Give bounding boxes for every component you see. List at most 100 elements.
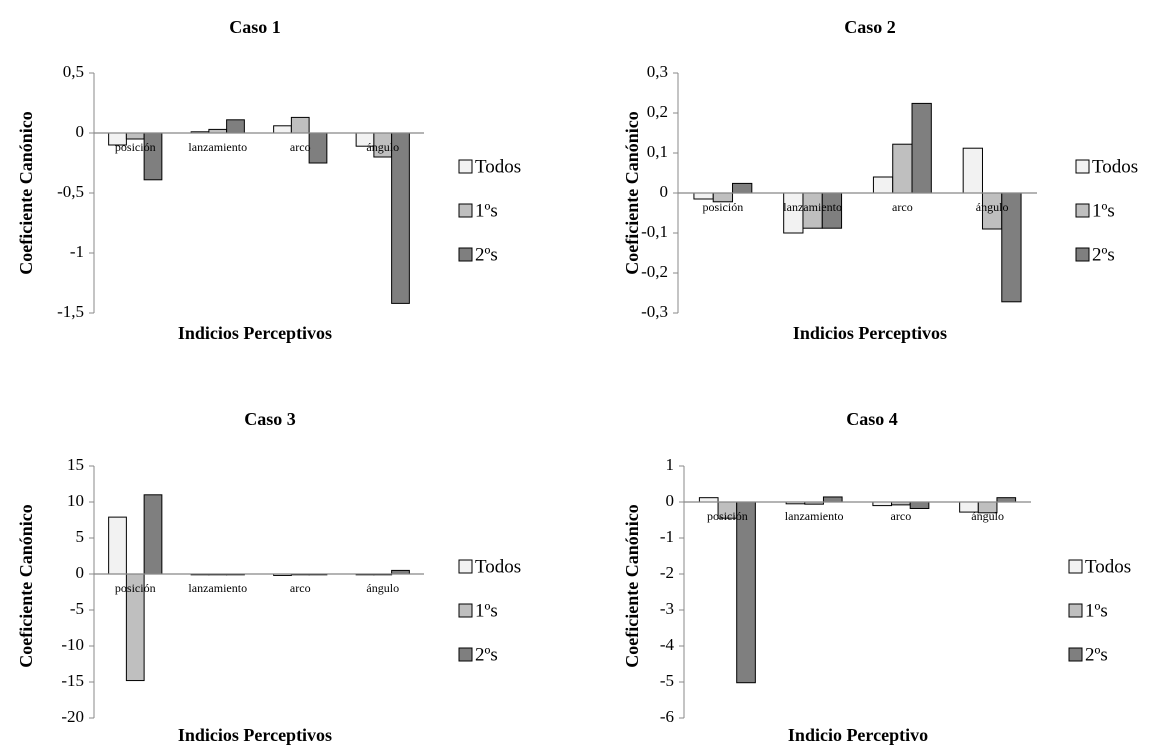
bar-posición-2ºs	[143, 494, 163, 575]
bar-arco-2ºs	[911, 102, 932, 194]
chart-panel-2: Caso 2 Coeficiente Canónico Indicios Perce…	[622, 17, 1138, 343]
chart-panel-1: Caso 1 Coeficiente Canónico Indicios Perce…	[16, 17, 521, 343]
category-label: arco	[891, 509, 912, 523]
y-tick-label: -1,5	[57, 302, 84, 321]
chart-title: Caso 2	[844, 17, 896, 37]
y-tick-label: -5	[70, 599, 84, 618]
legend-label: 2ºs	[1085, 644, 1108, 665]
y-axis-title: Coeficiente Canónico	[16, 111, 36, 274]
legend-label: 1ºs	[1092, 200, 1115, 221]
category-label: lanzamiento	[783, 200, 842, 214]
y-tick-label: -10	[61, 635, 84, 654]
legend-label: 2ºs	[475, 644, 498, 665]
y-axis-title: Coeficiente Canónico	[16, 504, 36, 667]
legend-swatch	[458, 203, 473, 218]
y-tick-label: 15	[67, 455, 84, 474]
legend-label: Todos	[475, 156, 521, 177]
y-tick-label: -20	[61, 707, 84, 726]
legend-label: 2ºs	[475, 244, 498, 265]
category-label: posición	[115, 581, 156, 595]
legend-label: Todos	[1085, 556, 1131, 577]
y-tick-label: 0,2	[647, 102, 668, 121]
bar-arco-2ºs	[308, 132, 328, 164]
bar-lanzamiento-2ºs	[822, 496, 843, 503]
bar-posición-Todos	[108, 516, 127, 575]
legend-swatch	[458, 559, 473, 574]
bar-ángulo-2ºs	[391, 132, 410, 304]
legend-label: 1ºs	[1085, 600, 1108, 621]
legend-swatch	[458, 603, 473, 618]
legend-label: Todos	[1092, 156, 1138, 177]
category-label: posición	[707, 509, 748, 523]
legend-swatch	[1068, 647, 1083, 662]
category-label: lanzamiento	[188, 581, 247, 595]
bar-arco-1ºs	[892, 143, 913, 194]
bar-posición-2ºs	[736, 501, 756, 684]
y-tick-label: -4	[660, 635, 675, 654]
chart-title: Caso 1	[229, 17, 281, 37]
y-tick-label: -5	[660, 671, 674, 690]
y-tick-label: 5	[76, 527, 85, 546]
category-label: lanzamiento	[188, 140, 247, 154]
y-tick-label: -0,5	[57, 182, 84, 201]
y-tick-label: -0,1	[641, 222, 668, 241]
y-tick-label: -1	[70, 242, 84, 261]
legend-label: 1ºs	[475, 600, 498, 621]
legend-label: 2ºs	[1092, 244, 1115, 265]
x-axis-title: Indicios Perceptivos	[178, 323, 332, 343]
x-axis-title: Indicio Perceptivo	[788, 725, 928, 745]
y-tick-label: -0,3	[641, 302, 668, 321]
y-tick-label: 0,1	[647, 142, 668, 161]
chart-panel-4: Caso 4 Coeficiente Canónico Indicio Percep…	[622, 409, 1131, 745]
legend-swatch	[458, 159, 473, 174]
y-tick-label: 0	[76, 563, 85, 582]
bar-posición-2ºs	[732, 182, 753, 194]
y-tick-label: 1	[666, 455, 675, 474]
y-tick-label: 0	[666, 491, 675, 510]
chart-title: Caso 4	[846, 409, 898, 429]
bar-ángulo-Todos	[962, 147, 983, 194]
category-label: ángulo	[366, 581, 399, 595]
legend-label: 1ºs	[475, 200, 498, 221]
category-label: arco	[290, 581, 311, 595]
bar-posición-Todos	[693, 192, 714, 200]
legend-swatch	[1075, 159, 1090, 174]
bar-posición-1ºs	[125, 132, 145, 140]
y-tick-label: 0,3	[647, 62, 668, 81]
y-axis-title: Coeficiente Canónico	[622, 504, 642, 667]
category-label: arco	[290, 140, 311, 154]
y-axis-title: Coeficiente Canónico	[622, 111, 642, 274]
bar-lanzamiento-2ºs	[226, 119, 245, 134]
legend-swatch	[1068, 559, 1083, 574]
chart-title: Caso 3	[244, 409, 296, 429]
bar-arco-2ºs	[909, 501, 930, 509]
category-label: arco	[892, 200, 913, 214]
y-tick-label: 0	[76, 122, 85, 141]
legend-swatch	[1068, 603, 1083, 618]
y-tick-label: 10	[67, 491, 84, 510]
bar-arco-Todos	[872, 176, 894, 194]
category-label: lanzamiento	[785, 509, 844, 523]
bar-posición-Todos	[698, 497, 719, 503]
x-axis-title: Indicios Perceptivos	[793, 323, 947, 343]
legend-swatch	[1075, 203, 1090, 218]
y-tick-label: -6	[660, 707, 674, 726]
y-tick-label: 0	[660, 182, 669, 201]
y-tick-label: -2	[660, 563, 674, 582]
x-axis-title: Indicios Perceptivos	[178, 725, 332, 745]
legend-label: Todos	[475, 556, 521, 577]
bar-arco-Todos	[273, 125, 292, 134]
category-label: posición	[115, 140, 156, 154]
y-tick-label: -3	[660, 599, 674, 618]
category-label: posición	[703, 200, 744, 214]
y-tick-label: 0,5	[63, 62, 84, 81]
y-tick-label: -15	[61, 671, 84, 690]
legend-swatch	[458, 247, 473, 262]
chart-panel-3: Caso 3 Coeficiente Canónico Indicios Perce…	[16, 409, 521, 745]
category-label: ángulo	[976, 200, 1009, 214]
y-tick-label: -0,2	[641, 262, 668, 281]
legend-swatch	[1075, 247, 1090, 262]
bar-arco-1ºs	[290, 116, 310, 134]
category-label: ángulo	[366, 140, 399, 154]
